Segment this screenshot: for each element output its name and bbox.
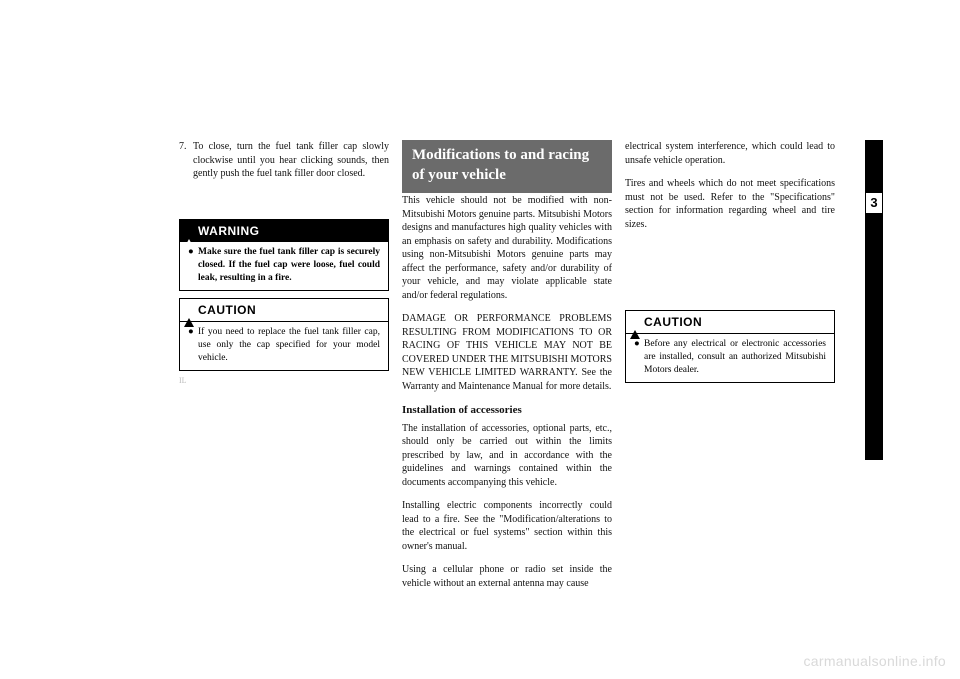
caution-left-text: If you need to replace the fuel tank fil… <box>198 326 380 364</box>
watermark: carmanualsonline.info <box>804 653 947 669</box>
mid-subhead: Installation of accessories <box>402 403 612 418</box>
warning-body: ● Make sure the fuel tank filler cap is … <box>180 242 388 290</box>
caution-triangle-icon: ! <box>184 301 198 319</box>
bullet-icon: ● <box>634 338 644 376</box>
mid-p2: DAMAGE OR PERFORMANCE PROBLEMS RESULTING… <box>402 312 612 393</box>
mid-p5: Using a cellular phone or radio set insi… <box>402 563 612 590</box>
right-p1: electrical system interference, which co… <box>625 140 835 167</box>
faint-marker: IL <box>179 376 187 387</box>
caution-right-header: ! CAUTION <box>626 311 834 334</box>
mid-p1: This vehicle should not be modified with… <box>402 194 612 302</box>
section-heading: Modifications to and racing of your vehi… <box>402 140 612 193</box>
warning-triangle-icon: ! <box>184 222 198 240</box>
caution-box-left: ! CAUTION ● If you need to replace the f… <box>179 298 389 371</box>
manual-page: 7. To close, turn the fuel tank filler c… <box>0 0 960 679</box>
section-heading-line1: Modifications to and racing <box>412 146 602 166</box>
side-tab-number: 3 <box>865 192 883 214</box>
step-text: To close, turn the fuel tank filler cap … <box>193 140 389 181</box>
caution-left-body: ● If you need to replace the fuel tank f… <box>180 322 388 370</box>
caution-box-right: ! CAUTION ● Before any electrical or ele… <box>625 310 835 383</box>
caution-left-header: ! CAUTION <box>180 299 388 322</box>
warning-header: ! WARNING <box>180 220 388 242</box>
section-heading-line2: of your vehicle <box>412 166 602 186</box>
right-p2: Tires and wheels which do not meet speci… <box>625 177 835 231</box>
bullet-icon: ● <box>188 246 198 284</box>
caution-left-title: CAUTION <box>198 303 256 317</box>
caution-right-body: ● Before any electrical or electronic ac… <box>626 334 834 382</box>
warning-title: WARNING <box>198 224 260 238</box>
mid-p4: Installing electric components incorrect… <box>402 499 612 553</box>
bullet-icon: ● <box>188 326 198 364</box>
side-tab <box>865 140 883 460</box>
caution-right-title: CAUTION <box>644 315 702 329</box>
right-column: electrical system interference, which co… <box>625 140 835 241</box>
caution-right-text: Before any electrical or electronic acce… <box>644 338 826 376</box>
caution-triangle-icon: ! <box>630 313 644 331</box>
step-number: 7. <box>179 140 193 181</box>
middle-column: This vehicle should not be modified with… <box>402 194 612 600</box>
mid-p3: The installation of accessories, optiona… <box>402 422 612 490</box>
warning-text: Make sure the fuel tank filler cap is se… <box>198 246 380 284</box>
warning-box: ! WARNING ● Make sure the fuel tank fill… <box>179 219 389 291</box>
step-7: 7. To close, turn the fuel tank filler c… <box>179 140 389 181</box>
